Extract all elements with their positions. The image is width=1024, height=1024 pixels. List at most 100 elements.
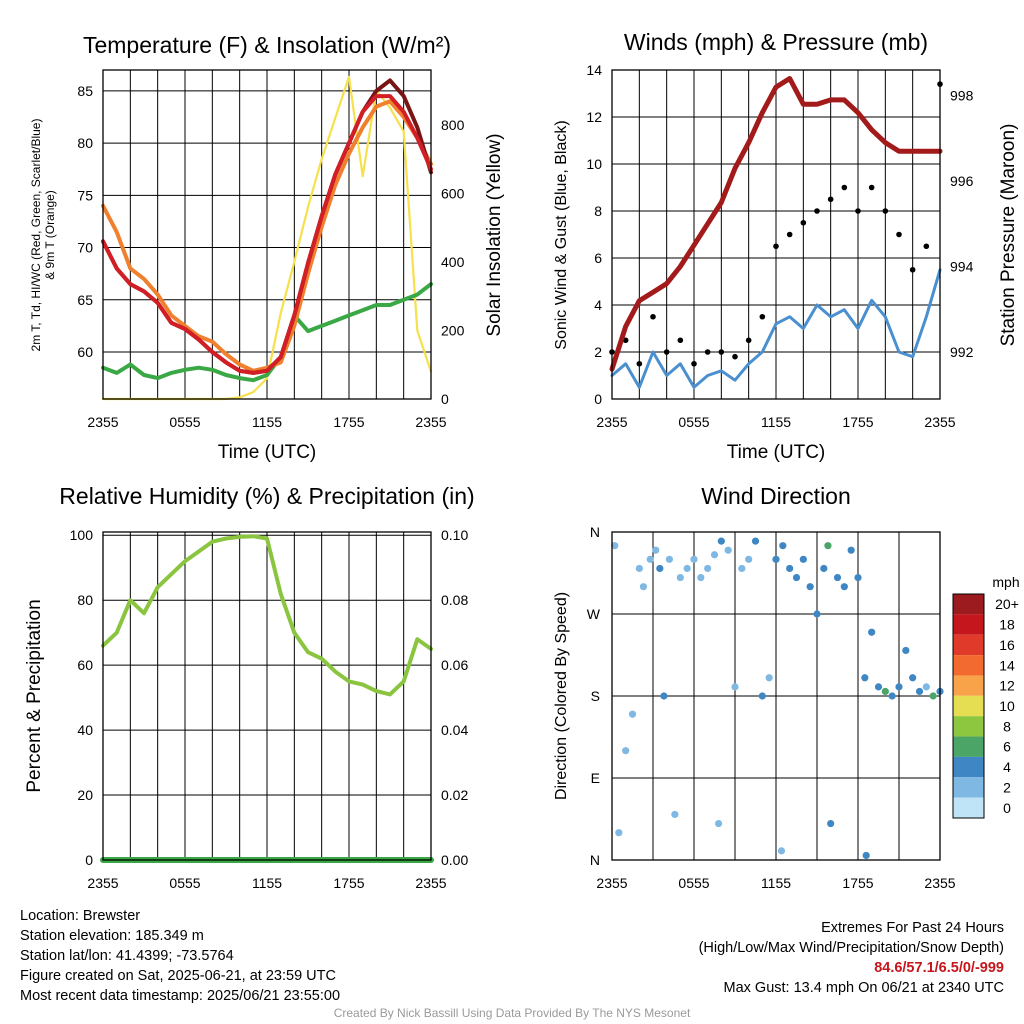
humidity-y-tick-label: 80: [77, 592, 93, 608]
winds-y-tick-label: 6: [594, 250, 602, 266]
direction-point: [874, 683, 883, 691]
temperature-grid: [102, 70, 432, 399]
gust-point: [677, 337, 684, 344]
temperature-y-tick-label: 65: [77, 292, 93, 308]
direction-point: [704, 564, 712, 573]
colorbar-label: 4: [1003, 759, 1011, 775]
direction-point: [683, 564, 691, 573]
winds-x-label: Time (UTC): [727, 442, 826, 463]
direction-x-tick-label: 2355: [924, 875, 955, 891]
colorbar-label: 14: [999, 657, 1015, 673]
humidity-y-tick-label: 40: [77, 722, 93, 738]
colorbar-label: 8: [1003, 718, 1011, 734]
direction-y-tick-label: W: [587, 606, 601, 622]
direction-title: Wind Direction: [701, 483, 851, 509]
gust-point: [786, 231, 793, 238]
direction-point: [611, 542, 619, 550]
gust-point: [814, 208, 820, 214]
colorbar-cell: [953, 777, 984, 798]
gust-point: [691, 360, 697, 367]
temperature-right-y-tick-label: 200: [441, 322, 465, 338]
direction-point: [635, 564, 643, 573]
gust-point: [896, 231, 902, 238]
gust-point: [759, 313, 766, 320]
direction-points: [611, 537, 944, 860]
direction-point: [854, 573, 862, 582]
direction-point: [751, 537, 760, 545]
direction-point: [902, 646, 910, 655]
colorbar-cell: [953, 655, 984, 676]
humidity-y-tick-label: 20: [77, 787, 93, 803]
direction-point: [745, 555, 753, 563]
station-location: Location: Brewster: [20, 908, 141, 924]
colorbar-cell: [953, 695, 984, 717]
station-info: Location: Brewster Station elevation: 18…: [20, 906, 340, 1006]
colorbar-frame: [952, 593, 985, 819]
winds-y-tick-label: 2: [594, 344, 602, 360]
direction-point: [671, 810, 679, 819]
direction-x-tick-label: 0555: [678, 875, 709, 891]
temperature-title: Temperature (F) & Insolation (W/m²): [83, 32, 451, 58]
direction-point: [652, 546, 660, 554]
humidity-y-tick-label: 60: [77, 657, 93, 673]
winds-y-tick-label: 8: [594, 203, 602, 219]
direction-point: [824, 542, 832, 550]
colorbar-label: 18: [999, 617, 1015, 633]
direction-point: [710, 551, 719, 559]
direction-point: [715, 819, 723, 828]
direction-point: [929, 692, 937, 700]
colorbar-cell: [953, 736, 984, 757]
direction-point: [646, 555, 654, 563]
direction-point: [915, 687, 924, 696]
humidity-grid: [102, 532, 432, 861]
winds-y-tick-label: 12: [586, 109, 602, 125]
extremes-title: Extremes For Past 24 Hours: [821, 920, 1004, 936]
winds-y-tick-label: 14: [586, 62, 602, 78]
extremes-values: 84.6/57.1/6.5/0/-999: [874, 960, 1004, 976]
figure-created: Figure created on Sat, 2025-06-21, at 23…: [20, 968, 336, 984]
temperature-frame: [102, 69, 432, 400]
humidity-y-tick-label: 100: [70, 527, 94, 543]
credit-line: Created By Nick Bassill Using Data Provi…: [333, 1006, 691, 1020]
humidity-x-tick-label: 0555: [169, 875, 200, 891]
direction-point: [772, 555, 780, 563]
humidity-x-tick-label: 1755: [333, 875, 364, 891]
winds-x-tick-label: 2355: [924, 414, 955, 430]
direction-point: [660, 692, 668, 700]
dewpoint-line: [101, 282, 433, 383]
direction-point: [806, 583, 814, 591]
direction-point: [765, 674, 773, 682]
winds-right-y-tick-label: 998: [950, 88, 974, 104]
direction-point: [738, 564, 746, 573]
direction-point: [779, 542, 787, 550]
direction-x-tick-label: 1755: [842, 875, 873, 891]
pressure-line: [609, 76, 943, 372]
humidity-y-tick-label: 0: [85, 852, 93, 868]
extremes-box: Extremes For Past 24 Hours (High/Low/Max…: [699, 918, 1004, 998]
direction-point: [758, 692, 766, 700]
direction-point: [792, 573, 801, 582]
recent-timestamp: Most recent data timestamp: 2025/06/21 2…: [20, 988, 341, 1004]
temperature-x-tick-label: 1155: [252, 414, 282, 430]
direction-point: [922, 683, 930, 691]
temp-9m-line: [101, 99, 433, 373]
humidity-right-y-tick-label: 0.10: [441, 527, 468, 543]
direction-point: [909, 674, 917, 682]
colorbar-cell: [953, 675, 984, 696]
temperature-right-y-tick-label: 600: [441, 185, 465, 201]
gust-point: [704, 349, 711, 355]
gust-point: [882, 208, 889, 214]
colorbar-label: 20+: [995, 596, 1019, 612]
humidity-line: [101, 534, 433, 697]
direction-point: [827, 819, 835, 828]
gust-point: [718, 349, 725, 355]
direction-point: [862, 851, 870, 860]
gust-point: [732, 353, 738, 360]
colorbar-unit: mph: [992, 574, 1019, 590]
colorbar-label: 16: [999, 637, 1015, 653]
direction-point: [717, 537, 725, 545]
temperature-y-tick-label: 70: [77, 240, 93, 256]
winds-frame: [611, 69, 941, 400]
direction-point: [840, 583, 848, 591]
